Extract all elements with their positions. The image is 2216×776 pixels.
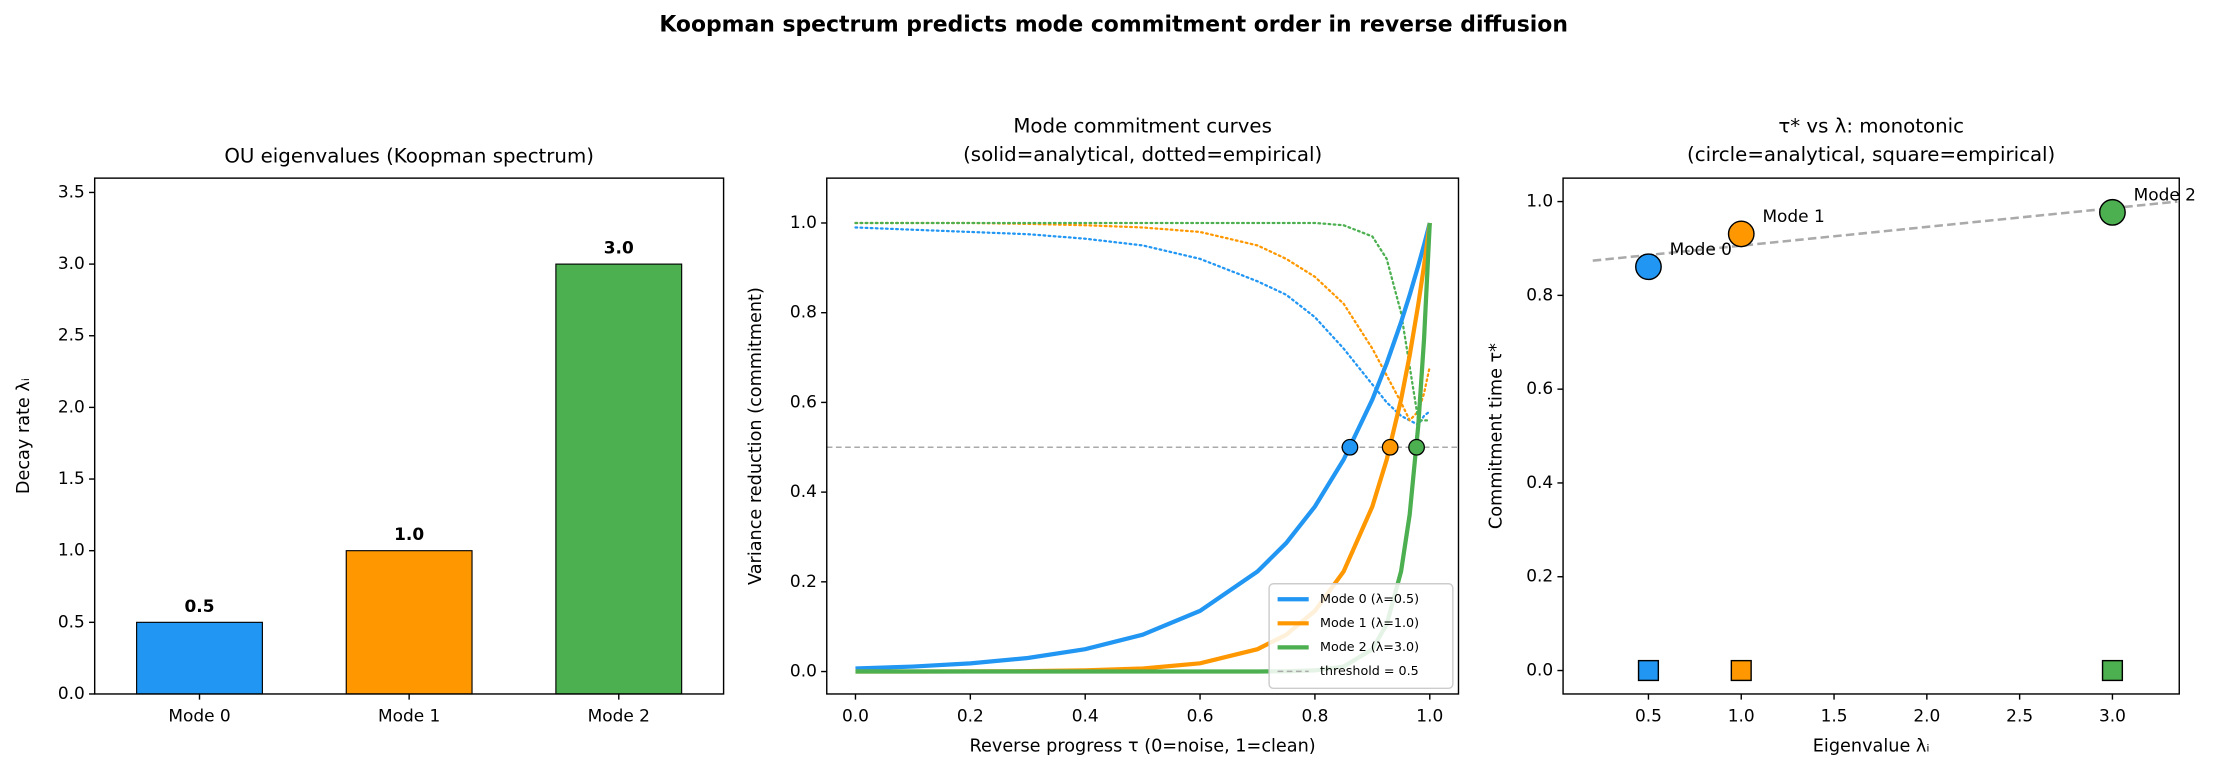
y-axis-label: Commitment time τ*	[1487, 343, 1507, 529]
chart-title: OU eigenvalues (Koopman spectrum)	[224, 144, 594, 167]
chart-title: τ* vs λ: monotonic	[1778, 115, 1964, 138]
y-tick-label: 2.0	[58, 396, 85, 416]
y-tick-label: 0.0	[58, 683, 85, 703]
x-tick-label: 0.5	[1635, 706, 1662, 726]
scatter-square	[1637, 659, 1660, 682]
x-tick-label: 0.6	[1187, 706, 1214, 726]
bar	[345, 550, 473, 695]
y-tick-label: 1.0	[790, 212, 817, 232]
y-axis-label: Decay rate λᵢ	[14, 378, 34, 494]
scatter-circle	[1635, 253, 1662, 281]
commit-point	[1341, 438, 1359, 456]
annotation: Mode 2	[2134, 184, 2196, 204]
y-tick-label: 0.8	[1526, 284, 1553, 304]
y-tick-label: 1.5	[58, 468, 85, 488]
x-tick-label: Mode 0	[168, 706, 230, 726]
x-tick-label: 1.0	[1416, 706, 1443, 726]
empirical-line	[854, 226, 1431, 427]
axes-frame	[93, 177, 725, 695]
y-tick-label: 0.2	[1526, 566, 1553, 586]
empirical-line	[854, 221, 1431, 422]
chart-title: (circle=analytical, square=empirical)	[1687, 143, 2055, 166]
y-tick-label: 0.4	[1526, 472, 1553, 492]
legend-label: Mode 2 (λ=3.0)	[1320, 639, 1419, 654]
x-tick-label: 0.4	[1072, 706, 1099, 726]
x-axis-label: Reverse progress τ (0=noise, 1=clean)	[970, 736, 1316, 756]
commit-point	[1408, 438, 1425, 456]
bar	[555, 263, 683, 695]
x-tick-label: 1.5	[1821, 706, 1848, 726]
y-tick-label: 0.0	[790, 661, 817, 681]
axes-frame	[826, 177, 1460, 695]
y-tick-label: 0.6	[1526, 378, 1553, 398]
y-tick-label: 0.5	[58, 611, 85, 631]
y-tick-label: 3.0	[58, 253, 85, 273]
legend-label: Mode 0 (λ=0.5)	[1320, 591, 1419, 606]
empirical-line	[854, 221, 1431, 423]
value-label: 3.0	[604, 238, 634, 258]
chart-title: Mode commitment curves	[1013, 115, 1272, 138]
commit-point	[1381, 438, 1399, 456]
scatter-square	[1730, 659, 1752, 682]
analytical-line	[855, 222, 1432, 671]
legend-label: threshold = 0.5	[1320, 663, 1419, 678]
x-tick-label: 0.8	[1301, 706, 1328, 726]
y-tick-label: 2.5	[58, 325, 85, 345]
x-tick-label: 1.0	[1728, 706, 1755, 726]
y-tick-label: 0.8	[790, 302, 817, 322]
y-tick-label: 0.4	[790, 481, 817, 501]
y-tick-label: 3.5	[58, 181, 85, 201]
trend-line	[1592, 200, 2178, 262]
value-label: 1.0	[394, 524, 424, 544]
scatter-circle	[1727, 220, 1755, 248]
scatter-square	[2101, 659, 2124, 682]
annotation: Mode 1	[1762, 206, 1824, 226]
bar	[136, 621, 263, 695]
x-axis-label: Eigenvalue λᵢ	[1813, 736, 1930, 756]
chart-title: (solid=analytical, dotted=empirical)	[963, 143, 1322, 166]
x-tick-label: 0.0	[842, 706, 869, 726]
x-tick-label: 2.5	[2006, 706, 2033, 726]
y-axis-label: Variance reduction (commitment)	[746, 287, 766, 585]
y-tick-label: 0.2	[790, 571, 817, 591]
legend-box	[1268, 583, 1454, 690]
legend-label: Mode 1 (λ=1.0)	[1320, 615, 1419, 630]
suptitle: Koopman spectrum predicts mode commitmen…	[659, 12, 1568, 37]
scatter-circle	[2099, 198, 2126, 226]
x-tick-label: Mode 2	[588, 706, 650, 726]
x-tick-label: 0.2	[957, 706, 984, 726]
y-tick-label: 0.6	[790, 391, 817, 411]
y-tick-label: 1.0	[1526, 191, 1553, 211]
y-tick-label: 1.0	[58, 540, 85, 560]
annotation: Mode 0	[1670, 239, 1732, 259]
value-label: 0.5	[184, 596, 214, 616]
axes-frame	[1562, 177, 2180, 695]
x-tick-label: 3.0	[2099, 706, 2126, 726]
x-tick-label: 2.0	[1913, 706, 1940, 726]
x-tick-label: Mode 1	[378, 706, 440, 726]
y-tick-label: 0.0	[1526, 660, 1553, 680]
